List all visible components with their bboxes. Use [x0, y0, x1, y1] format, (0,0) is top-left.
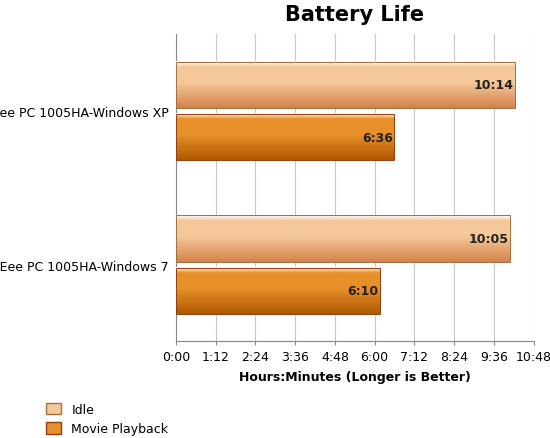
Bar: [176, 268, 380, 314]
Text: 10:14: 10:14: [473, 79, 513, 92]
Bar: [176, 63, 515, 109]
Legend: Idle, Movie Playback: Idle, Movie Playback: [46, 403, 168, 435]
X-axis label: Hours:Minutes (Longer is Better): Hours:Minutes (Longer is Better): [239, 371, 471, 384]
Bar: [176, 115, 394, 161]
Bar: [176, 216, 510, 262]
Text: 6:10: 6:10: [348, 285, 378, 297]
Title: Battery Life: Battery Life: [285, 5, 424, 25]
Text: 10:05: 10:05: [468, 233, 508, 245]
Text: 6:36: 6:36: [362, 131, 393, 144]
